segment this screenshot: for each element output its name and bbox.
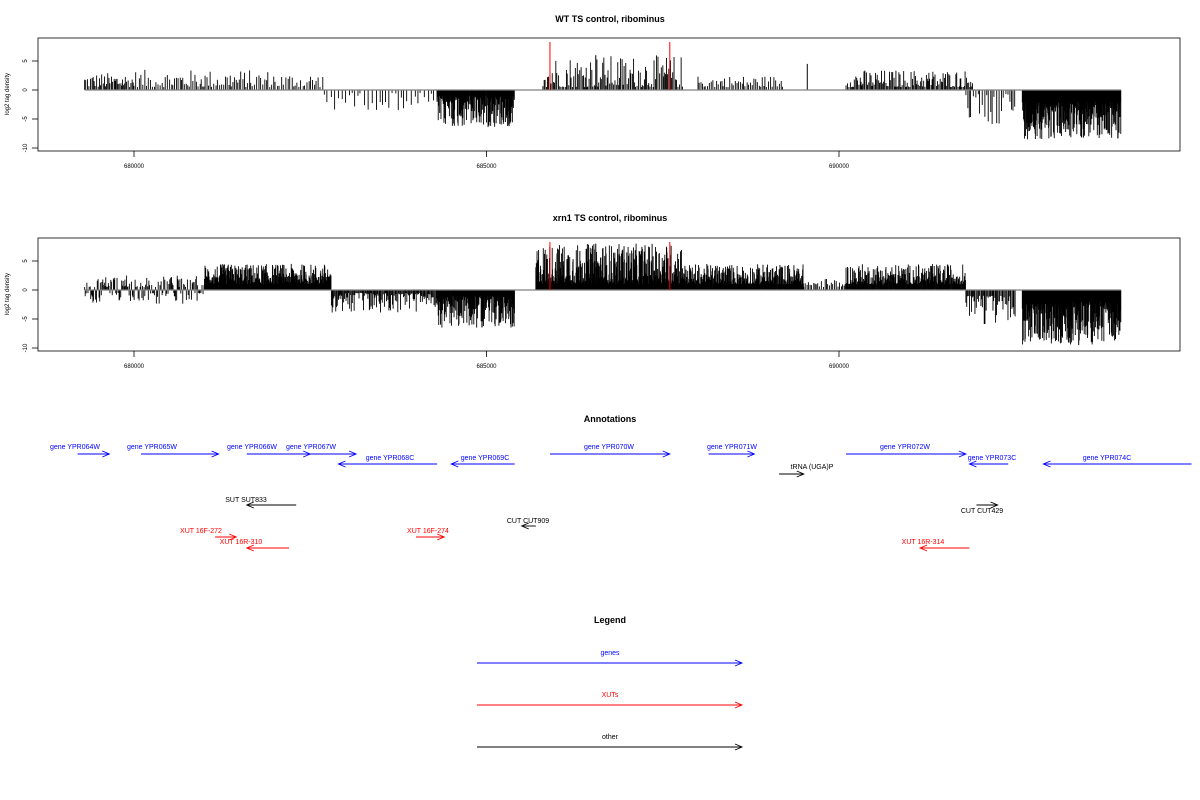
feature-arrow-head	[958, 450, 968, 458]
feature-label: gene YPR067W	[286, 444, 336, 451]
legend-arrow-head	[734, 743, 744, 751]
feature-arrow	[77, 450, 111, 458]
feature-label: gene YPR071W	[707, 444, 757, 451]
feature-arrow-head	[918, 544, 928, 552]
feature-label: XUT 16R-314	[902, 539, 945, 546]
feature-arrow-head	[990, 501, 999, 509]
feature-arrow	[246, 450, 312, 458]
feature-arrow-head	[1042, 460, 1051, 468]
legend-arrow	[477, 701, 744, 709]
legend-label: other	[602, 734, 619, 741]
legend-label: genes	[600, 650, 620, 657]
feature-arrow	[1042, 460, 1192, 468]
annotations-track: Annotations gene YPR064W gene YPR065W gene…	[50, 414, 1192, 552]
feature-arrow	[708, 450, 756, 458]
legend-arrow-head	[734, 701, 744, 709]
legend-label: XUTs	[602, 692, 619, 699]
legend-arrow-head	[734, 659, 744, 667]
legend-arrow	[477, 659, 744, 667]
feature-arrow	[968, 460, 1009, 468]
feature-label: gene YPR069C	[461, 455, 510, 462]
annotation-features: gene YPR064W gene YPR065W gene YPR066W gene…	[50, 444, 1192, 552]
feature-arrow-head	[437, 533, 446, 541]
feature-arrow	[549, 450, 671, 458]
panel-xrn1-title: xrn1 TS control, ribominus	[553, 213, 668, 223]
y-tick-label: -5	[23, 316, 29, 322]
feature-arrow-head	[968, 460, 977, 468]
feature-arrow	[976, 501, 999, 509]
feature-label: tRNA (UGA)P	[791, 464, 834, 471]
feature-label: XUT 16R-310	[220, 539, 263, 546]
feature-label: XUT 16F-272	[180, 528, 222, 535]
feature-arrow	[141, 450, 220, 458]
x-tick-label: 685000	[476, 164, 497, 170]
panel-xrn1-axes: 680000 685000 690000 -10 -5 0 5	[23, 242, 1121, 370]
feature-arrow-head	[520, 522, 529, 530]
feature-label: gene YPR064W	[50, 444, 100, 451]
feature-label: gene YPR066W	[227, 444, 277, 451]
legend-items: genes XUTs other	[477, 650, 744, 751]
feature-arrow	[245, 501, 297, 509]
panel-xrn1-bars	[84, 243, 1122, 346]
feature-label: SUT SUT833	[225, 497, 267, 504]
legend-title: Legend	[594, 615, 626, 625]
feature-arrow-head	[245, 501, 254, 509]
panel-wt-axes: 680000 685000 690000 -10 -5 0 5	[23, 42, 1121, 170]
y-tick-label: 0	[23, 88, 29, 92]
y-tick-label: -10	[23, 343, 29, 352]
panel-wt-frame	[37, 37, 1181, 152]
feature-arrow-head	[229, 533, 238, 541]
y-tick-label: 5	[23, 59, 29, 63]
feature-label: XUT 16F-274	[407, 528, 449, 535]
panel-wt-bars	[84, 55, 1122, 140]
feature-label: gene YPR072W	[880, 444, 930, 451]
feature-arrow-head	[348, 450, 358, 458]
panel-xrn1: xrn1 TS control, ribominus 680000 685000 6…	[5, 213, 1181, 370]
panel-wt-ylabel: log2 tag density	[5, 73, 11, 115]
y-tick-label: 0	[23, 288, 29, 292]
feature-arrow-head	[662, 450, 671, 458]
feature-label: gene YPR065W	[127, 444, 177, 451]
feature-label: CUT CUT909	[507, 518, 549, 525]
feature-label: gene YPR070W	[584, 444, 634, 451]
feature-arrow	[918, 544, 970, 552]
feature-arrow-head	[796, 470, 805, 478]
feature-label: CUT CUT429	[961, 508, 1003, 515]
feature-arrow	[779, 470, 805, 478]
x-tick-label: 680000	[124, 164, 145, 170]
feature-arrow-head	[337, 460, 346, 468]
legend-arrow	[477, 743, 744, 751]
feature-arrow	[416, 533, 446, 541]
feature-label: gene YPR068C	[366, 455, 415, 462]
panel-xrn1-frame	[37, 237, 1181, 352]
x-tick-label: 690000	[829, 364, 850, 370]
feature-arrow	[450, 460, 515, 468]
feature-arrow-head	[747, 450, 756, 458]
feature-arrow-head	[102, 450, 111, 458]
feature-arrow	[310, 450, 358, 458]
feature-arrow	[215, 533, 238, 541]
feature-arrow-head	[211, 450, 220, 458]
feature-arrow	[520, 522, 536, 530]
y-tick-label: 5	[23, 259, 29, 263]
feature-arrow-head	[245, 544, 254, 552]
y-tick-label: -5	[23, 116, 29, 122]
feature-label: gene YPR073C	[968, 455, 1017, 462]
feature-arrow	[245, 544, 290, 552]
feature-arrow	[846, 450, 968, 458]
x-tick-label: 690000	[829, 164, 850, 170]
x-tick-label: 685000	[476, 364, 497, 370]
annotations-title: Annotations	[584, 414, 637, 424]
panel-xrn1-ylabel: log2 tag density	[5, 273, 11, 315]
feature-arrow	[337, 460, 438, 468]
y-tick-label: -10	[23, 143, 29, 152]
x-tick-label: 680000	[124, 364, 145, 370]
legend: Legend genes XUTs other	[477, 615, 744, 751]
panel-wt: WT TS control, ribominus 680000 685000 690…	[5, 14, 1181, 170]
panel-wt-title: WT TS control, ribominus	[555, 14, 665, 24]
feature-label: gene YPR074C	[1083, 455, 1132, 462]
feature-arrow-head	[450, 460, 459, 468]
